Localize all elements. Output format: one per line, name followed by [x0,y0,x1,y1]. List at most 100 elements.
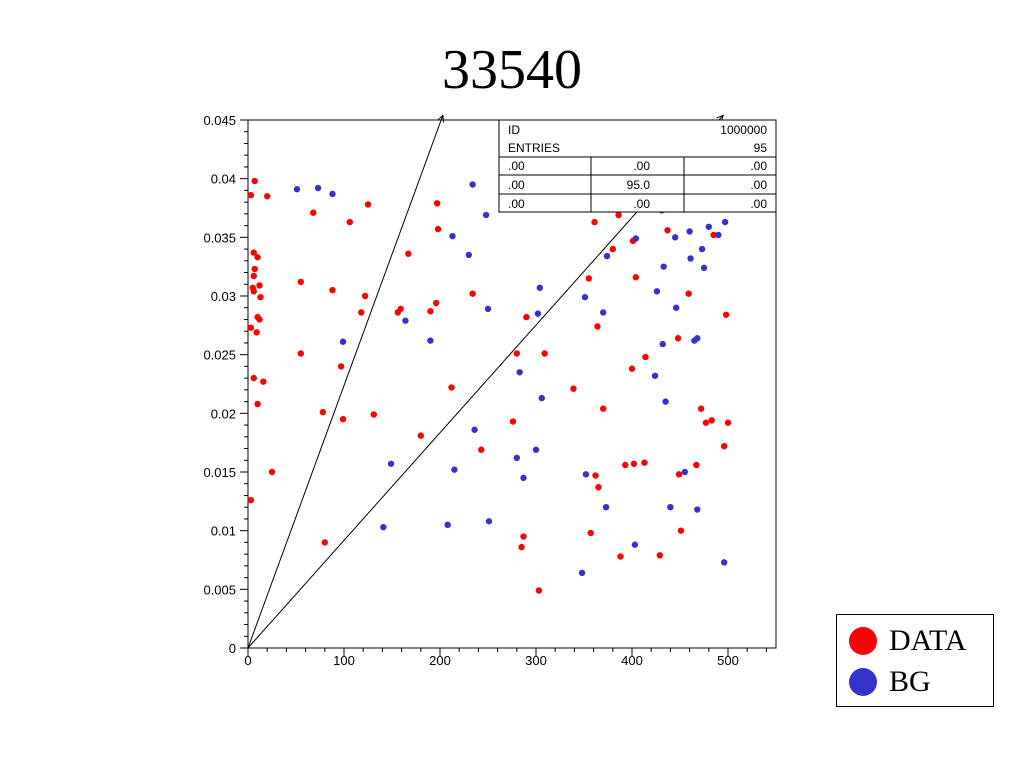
data-point-bg [329,190,336,198]
data-point-data [595,484,602,491]
data-point-data [264,193,271,200]
data-point-bg [520,474,527,482]
data-point-data [417,432,424,439]
data-point-data [478,446,485,453]
data-point-data [541,350,548,357]
data-point-data [720,442,728,450]
data-point-bg [314,184,322,192]
data-point-data [397,305,404,313]
data-point-data [250,272,257,280]
data-point-data [592,472,599,479]
data-point-bg [536,284,544,291]
data-point-bg [602,504,610,511]
x-tick-label: 400 [621,653,643,668]
data-point-data [570,385,577,392]
stats-box-frame [498,119,777,213]
data-point-data [260,378,267,385]
data-point-bg [532,446,540,453]
data-point-data [523,313,530,321]
x-tick-label: 100 [333,653,355,668]
legend: DATA BG [836,614,994,707]
data-point-bg [387,460,395,467]
data-point-data [432,299,440,307]
data-point-data [253,329,260,336]
data-point-bg [469,181,476,188]
legend-item-data: DATA [849,624,967,658]
data-point-bg [339,338,347,345]
data-point-data [518,543,525,551]
data-point-bg [485,518,493,525]
y-tick-label: 0.025 [203,348,236,363]
stats-cell: .00 [508,159,525,173]
data-point-bg [380,523,387,531]
stats-entries-value: 95 [754,141,768,155]
data-point-data [656,552,664,559]
data-point-data [257,293,264,301]
y-tick-label: 0.01 [211,524,236,539]
data-point-data [256,316,263,323]
data-point-data [370,411,377,418]
data-point-data [600,405,607,412]
data-point-bg [715,231,722,239]
data-point-data [250,374,257,382]
data-point-data [615,211,622,219]
legend-marker-data [849,627,877,655]
data-point-data [346,218,353,226]
data-point-data [434,225,442,233]
data-point-data [708,417,715,424]
data-point-bg [534,310,542,317]
x-tick-label: 300 [525,653,547,668]
data-point-bg [681,468,688,476]
y-tick-label: 0.015 [203,465,236,480]
data-point-bg [465,251,472,259]
data-point-bg [444,521,451,528]
data-point-data [520,533,527,540]
data-point-bg [672,304,680,311]
data-point-data [630,460,638,467]
stats-cell: .00 [508,178,525,192]
data-point-data [321,539,328,546]
data-point-data [641,459,648,466]
data-point-bg [449,232,456,240]
legend-label-bg: BG [889,665,931,698]
stats-id-label: ID [508,123,520,137]
data-point-data [319,408,327,416]
data-point-data [693,461,700,469]
data-point-data [405,250,412,257]
data-point-data [677,527,685,534]
data-point-data [509,418,517,425]
y-tick-label: 0 [229,641,236,656]
data-point-bg [667,504,674,511]
data-point-data [587,529,594,537]
y-tick-label: 0.045 [203,113,236,128]
data-point-data [617,553,624,560]
stats-entries-label: ENTRIES [508,141,560,155]
data-point-data [254,400,261,408]
x-tick-label: 200 [429,653,451,668]
data-point-data [722,311,730,318]
data-point-data [702,419,710,426]
data-point-bg [662,398,669,405]
data-point-data [469,290,476,297]
stats-cell: .00 [633,159,650,173]
data-point-bg [482,211,490,219]
y-tick-label: 0.03 [211,289,236,304]
data-point-bg [700,264,708,272]
stats-cell: .00 [750,197,767,211]
data-point-data [337,363,345,370]
data-point-data [609,245,616,253]
data-point-bg [516,369,523,376]
data-point-bg [603,252,611,260]
data-point-data [361,292,369,300]
page-title: 33540 [442,39,582,101]
data-point-data [427,308,434,315]
guide-line-arrowhead [437,114,445,123]
data-point-bg [484,305,492,313]
data-point-data [710,231,717,239]
axis-ticks: 00.0050.010.0150.020.0250.030.0350.040.0… [203,113,767,668]
data-point-data [358,309,365,316]
data-point-data [251,265,258,273]
stats-cell: .00 [633,197,650,211]
data-point-data [513,350,520,357]
